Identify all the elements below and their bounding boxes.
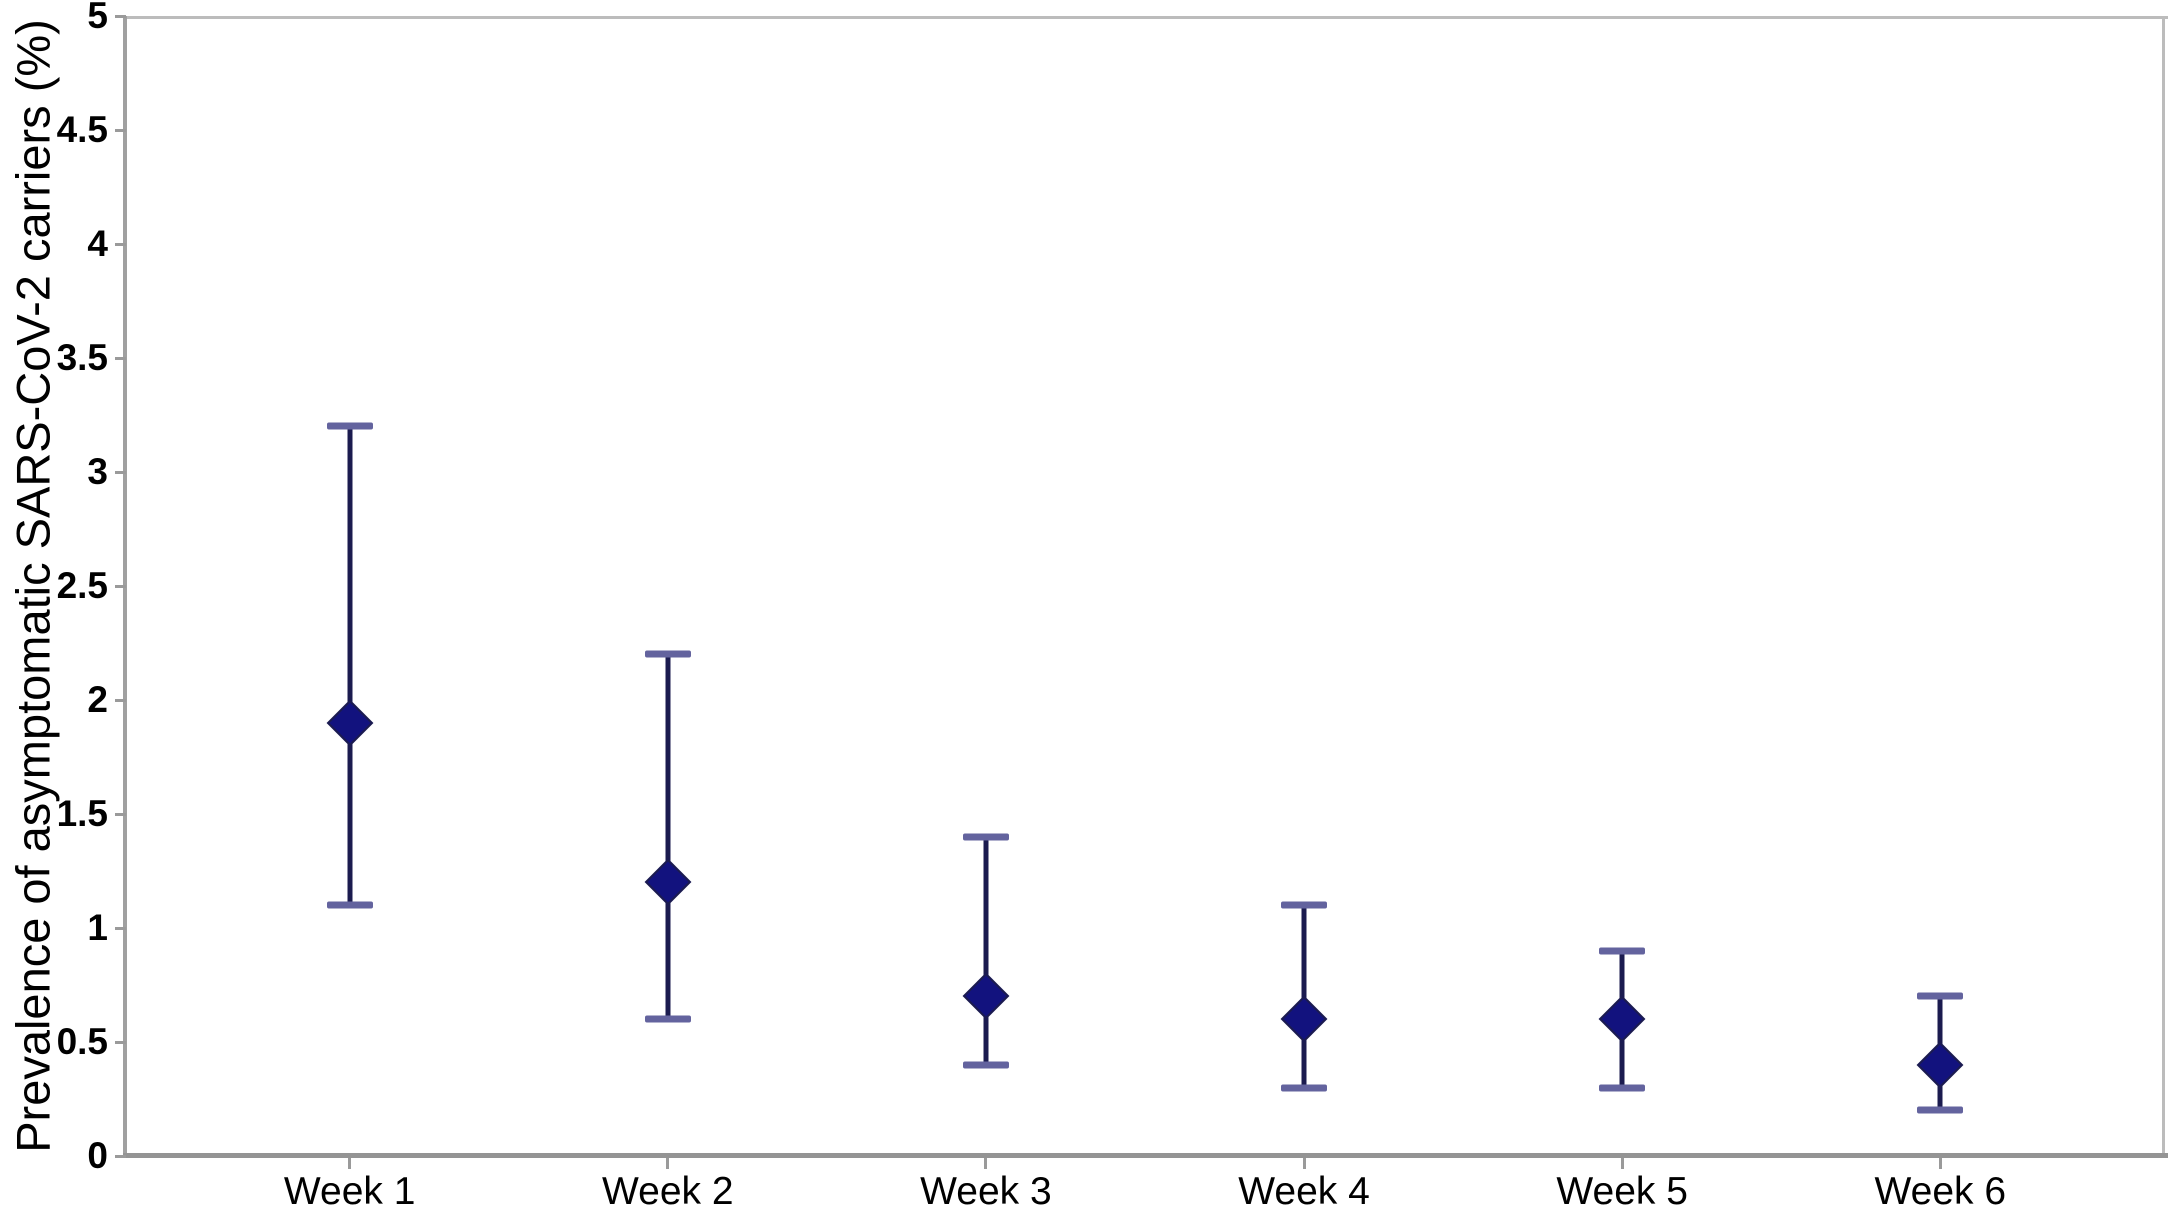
error-bar-cap-top bbox=[1917, 992, 1964, 1000]
y-tick-mark bbox=[115, 242, 126, 246]
y-tick-label: 4 bbox=[87, 223, 108, 264]
y-tick-label: 5 bbox=[87, 0, 108, 36]
data-point-marker bbox=[1598, 995, 1646, 1043]
x-tick-mark bbox=[1620, 1158, 1624, 1169]
x-tick-mark bbox=[1302, 1158, 1306, 1169]
error-bar-cap-bottom bbox=[962, 1061, 1009, 1069]
x-tick-label: Week 2 bbox=[602, 1170, 734, 1212]
data-point-marker bbox=[1280, 995, 1328, 1043]
error-bar-cap-top bbox=[326, 422, 373, 430]
y-tick-mark bbox=[115, 356, 126, 360]
error-bar-cap-top bbox=[962, 833, 1009, 841]
y-tick-mark bbox=[115, 128, 126, 132]
x-tick-label: Week 1 bbox=[283, 1170, 416, 1212]
plot-border-right bbox=[2162, 16, 2165, 1156]
x-tick-label: Week 3 bbox=[920, 1170, 1052, 1212]
x-tick-label: Week 5 bbox=[1556, 1170, 1688, 1212]
y-tick-label: 0 bbox=[87, 1135, 108, 1176]
error-bar-cap-top bbox=[644, 650, 691, 658]
data-point-marker bbox=[326, 699, 374, 747]
error-bar-cap-bottom bbox=[326, 901, 373, 909]
y-tick-label: 0.5 bbox=[56, 1021, 108, 1062]
error-bar-cap-bottom bbox=[1599, 1084, 1646, 1092]
error-bar-line bbox=[665, 654, 671, 1020]
y-tick-label: 2.5 bbox=[56, 565, 108, 606]
x-tick-mark bbox=[1938, 1158, 1942, 1169]
y-tick-mark bbox=[115, 14, 126, 18]
x-axis-line bbox=[123, 1153, 2168, 1158]
x-tick-mark bbox=[666, 1158, 670, 1169]
error-bar-cap-bottom bbox=[1917, 1106, 1964, 1114]
error-bar-cap-top bbox=[1599, 947, 1646, 955]
y-tick-mark bbox=[115, 584, 126, 588]
error-bar-cap-bottom bbox=[1281, 1084, 1328, 1092]
y-tick-label: 3 bbox=[87, 451, 108, 492]
error-bar-cap-bottom bbox=[644, 1015, 691, 1023]
y-tick-label: 2 bbox=[87, 679, 108, 720]
x-tick-mark bbox=[348, 1158, 352, 1169]
data-point-marker bbox=[644, 859, 692, 906]
data-point-marker bbox=[962, 973, 1010, 1020]
y-tick-label: 1 bbox=[87, 907, 108, 948]
y-tick-label: 1.5 bbox=[56, 793, 108, 834]
y-tick-mark bbox=[115, 698, 126, 702]
y-tick-mark bbox=[115, 926, 126, 930]
error-bar-line bbox=[347, 426, 353, 906]
y-tick-mark bbox=[115, 1154, 126, 1158]
error-bar-cap-top bbox=[1281, 901, 1328, 909]
y-tick-label: 3.5 bbox=[56, 337, 108, 378]
error-bar-line bbox=[983, 836, 989, 1065]
x-tick-mark bbox=[984, 1158, 988, 1169]
x-tick-label: Week 4 bbox=[1238, 1170, 1370, 1212]
y-tick-mark bbox=[115, 1040, 126, 1044]
plot-border-top bbox=[123, 16, 2168, 19]
y-tick-mark bbox=[115, 812, 126, 816]
x-tick-label: Week 6 bbox=[1874, 1170, 2007, 1212]
y-tick-label: 4.5 bbox=[56, 109, 108, 150]
y-tick-mark bbox=[115, 470, 126, 474]
data-point-marker bbox=[1916, 1041, 1964, 1089]
